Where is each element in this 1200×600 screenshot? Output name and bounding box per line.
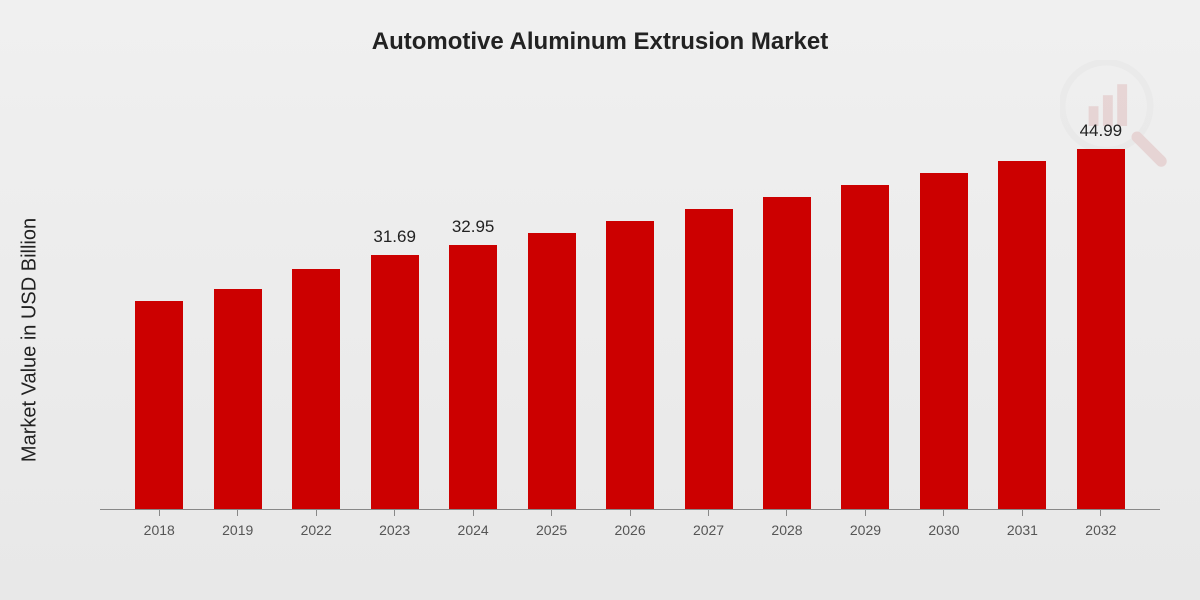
bar-slot: 32.95 [434,110,512,509]
bar [1077,149,1125,509]
x-tick-label: 2027 [693,522,724,538]
x-tick: 2032 [1062,510,1140,550]
x-tick: 2024 [434,510,512,550]
bar-slot: 44.99 [1062,110,1140,509]
x-tick-mark [865,510,866,516]
x-tick: 2031 [983,510,1061,550]
bar-slot [748,110,826,509]
x-axis: 2018 2019 2022 2023 2024 2025 2026 2027 2028 2029… [100,510,1160,550]
x-tick-label: 2019 [222,522,253,538]
x-tick-mark [316,510,317,516]
x-tick: 2019 [198,510,276,550]
bar-slot [669,110,747,509]
x-tick-label: 2022 [301,522,332,538]
bar-slot [277,110,355,509]
x-tick-label: 2030 [928,522,959,538]
y-axis-label: Market Value in USD Billion [19,218,42,462]
x-tick-label: 2028 [771,522,802,538]
bar [449,245,497,509]
bars-container: 31.69 32.95 44.99 [100,110,1160,509]
x-tick-mark [551,510,552,516]
bar-value-label: 32.95 [452,217,495,237]
bar-slot [983,110,1061,509]
x-tick: 2028 [748,510,826,550]
bar-slot: 31.69 [355,110,433,509]
x-tick-label: 2032 [1085,522,1116,538]
x-tick-mark [943,510,944,516]
x-tick-label: 2024 [458,522,489,538]
bar [841,185,889,509]
bar [135,301,183,509]
bar [998,161,1046,509]
x-tick: 2023 [355,510,433,550]
x-tick: 2025 [512,510,590,550]
x-tick-mark [237,510,238,516]
bar [528,233,576,509]
x-tick-mark [708,510,709,516]
x-tick-mark [630,510,631,516]
bar-slot [120,110,198,509]
x-tick-mark [473,510,474,516]
x-tick: 2022 [277,510,355,550]
x-tick: 2027 [669,510,747,550]
x-tick-mark [394,510,395,516]
plot-area: 31.69 32.95 44.99 [100,110,1160,510]
bar-value-label: 44.99 [1080,121,1123,141]
x-tick: 2029 [826,510,904,550]
x-tick-label: 2029 [850,522,881,538]
x-tick: 2030 [905,510,983,550]
x-tick-label: 2031 [1007,522,1038,538]
chart-area: Market Value in USD Billion 31.6932.9544… [60,110,1170,570]
bar [606,221,654,509]
bar [371,255,419,509]
x-tick-label: 2025 [536,522,567,538]
bar-slot [512,110,590,509]
x-tick-label: 2026 [614,522,645,538]
bar-slot [905,110,983,509]
bar-slot [198,110,276,509]
bar-value-label: 31.69 [373,227,416,247]
x-tick-label: 2023 [379,522,410,538]
chart-title: Automotive Aluminum Extrusion Market [0,0,1200,56]
bar [920,173,968,509]
bar [763,197,811,509]
bar-slot [591,110,669,509]
x-tick-mark [786,510,787,516]
x-tick: 2026 [591,510,669,550]
x-tick-mark [159,510,160,516]
bar [685,209,733,509]
x-tick-mark [1022,510,1023,516]
x-tick: 2018 [120,510,198,550]
x-tick-label: 2018 [144,522,175,538]
bar [214,289,262,509]
bar-slot [826,110,904,509]
x-tick-mark [1100,510,1101,516]
bar [292,269,340,509]
